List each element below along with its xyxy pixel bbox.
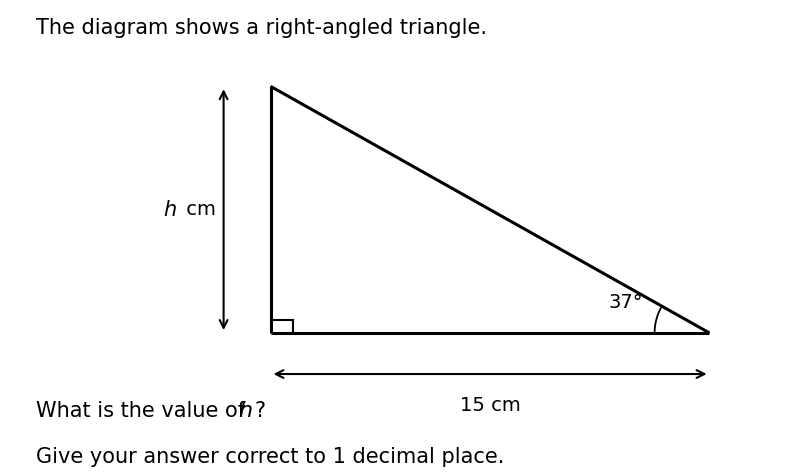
Text: 15 cm: 15 cm bbox=[459, 396, 520, 416]
Text: 37°: 37° bbox=[609, 292, 643, 311]
Text: Give your answer correct to 1 decimal place.: Give your answer correct to 1 decimal pl… bbox=[36, 447, 504, 467]
Text: $h$: $h$ bbox=[238, 401, 253, 421]
Text: ?: ? bbox=[254, 401, 265, 421]
Text: What is the value of: What is the value of bbox=[36, 401, 251, 421]
Text: $h$: $h$ bbox=[163, 200, 177, 219]
Text: cm: cm bbox=[181, 200, 216, 219]
Text: The diagram shows a right-angled triangle.: The diagram shows a right-angled triangl… bbox=[36, 18, 486, 38]
